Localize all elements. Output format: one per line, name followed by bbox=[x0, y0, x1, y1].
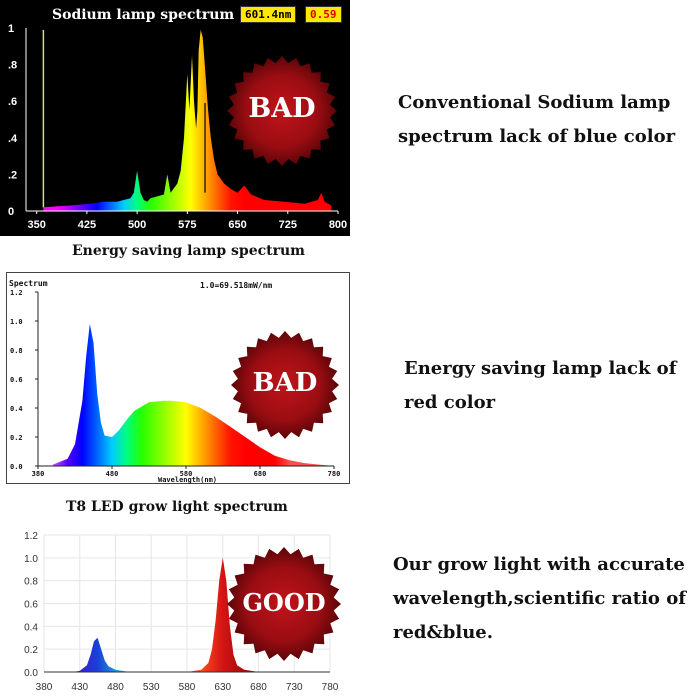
seal-icon bbox=[231, 331, 339, 439]
x-tick-label: 480 bbox=[106, 470, 119, 478]
blue-peak-area bbox=[72, 637, 130, 672]
y-tick-label: 1.0 bbox=[10, 318, 23, 326]
x-tick-label: 380 bbox=[32, 470, 45, 478]
y-tick-label: .2 bbox=[8, 169, 17, 181]
x-tick-label: 650 bbox=[228, 219, 246, 231]
energy-saving-description-line: Energy saving lamp lack of bbox=[404, 358, 677, 379]
spectrum-scale-label: 1.0=69.518mW/nm bbox=[200, 281, 273, 290]
wavelength-readout: 601.4nm bbox=[240, 6, 297, 23]
energy-saving-description: Energy saving lamp lack of red color bbox=[404, 352, 676, 420]
x-tick-label: 580 bbox=[180, 470, 193, 478]
energy-saving-caption: Energy saving lamp spectrum bbox=[72, 243, 305, 259]
y-tick-label: 1.2 bbox=[24, 531, 38, 542]
led-description-line: Our grow light with accurate bbox=[393, 554, 685, 575]
energy-saving-chart-panel: 380 480 580 680 780 0.0 0.2 0.4 0.6 0.8 1.0 1.2 Spe… bbox=[6, 272, 350, 484]
x-tick-label: 575 bbox=[178, 219, 196, 231]
x-tick-label: 725 bbox=[279, 219, 297, 231]
led-description-line: wavelength,scientific ratio of bbox=[393, 588, 686, 609]
x-tick-label: 425 bbox=[78, 219, 96, 231]
spectrum-header-label: Spectrum bbox=[9, 279, 48, 288]
led-description-line: red&blue. bbox=[393, 622, 494, 643]
energy-saving-chart: 380 480 580 680 780 0.0 0.2 0.4 0.6 0.8 1.0 1.2 bbox=[6, 272, 350, 484]
y-tick-label: 0.4 bbox=[24, 622, 38, 633]
y-tick-label: 0.6 bbox=[24, 600, 38, 611]
badge-label: GOOD bbox=[242, 588, 326, 617]
x-tick-label: 430 bbox=[71, 682, 88, 693]
x-tick-label: 730 bbox=[286, 682, 303, 693]
bad-badge-sodium: BAD bbox=[226, 55, 338, 167]
y-tick-label: .6 bbox=[8, 96, 17, 108]
bad-badge-energy: BAD bbox=[230, 330, 340, 440]
badge-label: BAD bbox=[248, 93, 316, 124]
energy-spectrum-area bbox=[52, 323, 335, 466]
sodium-description-line: Conventional Sodium lamp bbox=[398, 92, 671, 113]
y-tick-label: 1.2 bbox=[10, 289, 23, 297]
seal-icon bbox=[227, 547, 341, 661]
y-tick-label: 1 bbox=[8, 23, 14, 35]
y-tick-label: 0.2 bbox=[24, 645, 38, 656]
y-tick-label: 0.4 bbox=[10, 405, 23, 413]
x-tick-label: 580 bbox=[179, 682, 196, 693]
x-tick-label: 680 bbox=[254, 470, 267, 478]
x-tick-label: 530 bbox=[143, 682, 160, 693]
x-tick-label: 480 bbox=[107, 682, 124, 693]
sodium-spectrum-area bbox=[43, 29, 332, 211]
sodium-description: Conventional Sodium lamp spectrum lack o… bbox=[398, 86, 675, 154]
good-badge-led: GOOD bbox=[226, 546, 342, 662]
y-tick-label: 0.8 bbox=[10, 347, 23, 355]
y-tick-label: 0.0 bbox=[24, 668, 38, 679]
seal-shape bbox=[227, 547, 341, 661]
x-tick-label: 680 bbox=[250, 682, 267, 693]
y-tick-label: .4 bbox=[8, 133, 18, 145]
wavelength-axis-label: Wavelength(nm) bbox=[158, 476, 218, 484]
y-tick-label: .8 bbox=[8, 60, 17, 72]
led-description: Our grow light with accurate wavelength,… bbox=[393, 548, 686, 650]
badge-label: BAD bbox=[252, 368, 318, 398]
y-tick-label: 0.0 bbox=[10, 463, 23, 471]
y-tick-label: 0 bbox=[8, 206, 14, 218]
x-tick-label: 350 bbox=[28, 219, 46, 231]
y-tick-label: 1.0 bbox=[24, 554, 38, 565]
red-peak-area bbox=[187, 557, 273, 672]
x-tick-label: 500 bbox=[128, 219, 146, 231]
x-tick-label: 780 bbox=[322, 682, 339, 693]
seal-shape bbox=[227, 56, 337, 166]
sodium-chart-title: Sodium lamp spectrum bbox=[52, 7, 235, 23]
seal-icon bbox=[227, 56, 337, 166]
x-tick-label: 800 bbox=[329, 219, 347, 231]
seal-shape bbox=[231, 331, 339, 439]
x-tick-label: 630 bbox=[214, 682, 231, 693]
x-tick-label: 380 bbox=[36, 682, 53, 693]
led-caption: T8 LED grow light spectrum bbox=[66, 499, 288, 515]
energy-saving-description-line: red color bbox=[404, 392, 496, 413]
y-tick-label: 0.6 bbox=[10, 376, 23, 384]
x-tick-label: 780 bbox=[328, 470, 341, 478]
y-tick-label: 0.2 bbox=[10, 434, 23, 442]
sodium-description-line: spectrum lack of blue color bbox=[398, 126, 676, 147]
intensity-readout: 0.59 bbox=[305, 6, 342, 23]
y-tick-label: 0.8 bbox=[24, 577, 38, 588]
